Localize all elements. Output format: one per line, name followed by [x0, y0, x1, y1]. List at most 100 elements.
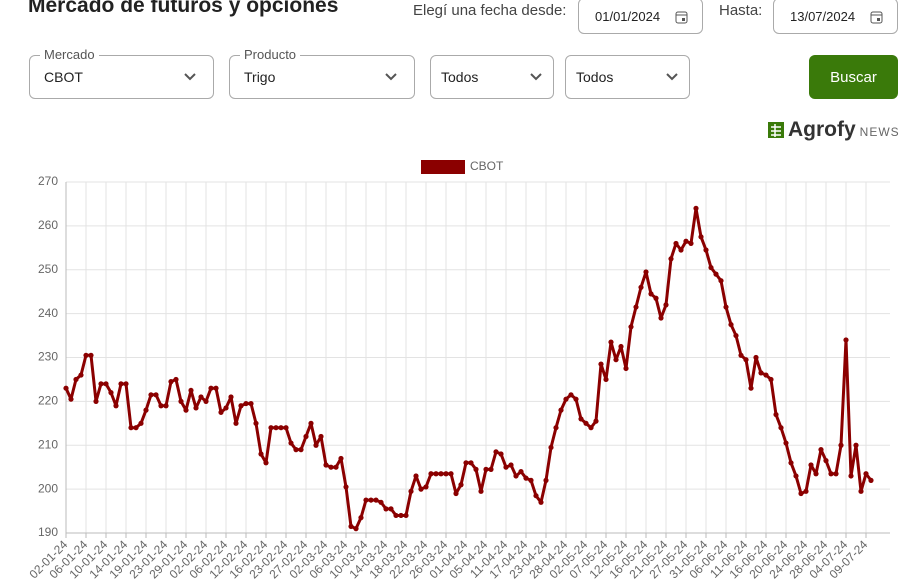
chevron	[666, 73, 678, 81]
y-tick-label: 210	[38, 437, 58, 451]
point	[558, 407, 564, 413]
point	[98, 381, 104, 387]
point	[658, 315, 664, 321]
select-value: CBOT	[44, 69, 83, 85]
point	[193, 405, 199, 411]
y-tick-label: 190	[38, 525, 58, 539]
point	[253, 420, 259, 426]
point	[583, 420, 589, 426]
point	[238, 403, 244, 409]
point	[123, 381, 129, 387]
point	[428, 471, 434, 477]
point	[183, 407, 189, 413]
point	[143, 407, 149, 413]
point	[653, 295, 659, 301]
search-button[interactable]: Buscar	[809, 55, 898, 99]
point	[273, 425, 279, 431]
point	[713, 271, 719, 277]
point	[698, 234, 704, 240]
point	[688, 240, 694, 247]
y-tick-label: 240	[38, 306, 58, 320]
select-label: Producto	[240, 47, 301, 62]
point	[663, 302, 669, 308]
point	[398, 512, 404, 519]
point	[248, 400, 254, 407]
date-from-input[interactable]: 01/01/2024	[578, 0, 703, 34]
point	[478, 488, 484, 494]
point	[413, 473, 419, 479]
point	[503, 464, 509, 470]
point	[363, 497, 369, 503]
point	[323, 462, 329, 468]
point	[543, 477, 549, 483]
point	[338, 455, 344, 462]
point	[703, 247, 709, 253]
point	[378, 499, 384, 505]
point	[283, 425, 289, 431]
point	[533, 493, 539, 499]
chevron	[530, 73, 542, 81]
point	[133, 425, 139, 431]
point	[773, 411, 779, 418]
point	[178, 398, 184, 404]
point	[763, 372, 769, 378]
point	[313, 442, 319, 448]
page-title: Mercado de futuros y opciones	[28, 0, 339, 17]
point	[838, 442, 844, 448]
series-line	[64, 206, 873, 531]
point	[808, 462, 814, 468]
y-tick-label: 270	[38, 174, 58, 188]
legend-label: CBOT	[470, 159, 504, 173]
product-select[interactable]: Producto Trigo	[229, 47, 415, 99]
point	[68, 396, 74, 402]
point	[603, 376, 609, 383]
point	[493, 449, 499, 455]
date-to-input[interactable]: 13/07/2024	[773, 0, 898, 34]
point	[793, 473, 799, 479]
point	[683, 238, 689, 244]
logo-brand: Agrofy	[788, 118, 856, 141]
point	[328, 464, 334, 470]
point	[508, 462, 514, 468]
logo-icon	[768, 122, 784, 138]
point	[148, 392, 154, 398]
point	[823, 458, 829, 464]
point	[153, 392, 159, 398]
point	[343, 484, 349, 490]
point	[803, 488, 809, 494]
point	[833, 471, 839, 477]
point	[333, 464, 339, 470]
point	[233, 420, 239, 426]
point	[228, 394, 234, 400]
point	[268, 425, 274, 431]
position-select[interactable]: Todos	[430, 55, 554, 99]
legend-swatch	[421, 160, 465, 174]
point	[728, 321, 734, 328]
point	[423, 484, 429, 490]
select-value: Trigo	[244, 69, 276, 85]
calendar-icon	[870, 11, 883, 24]
point	[848, 473, 854, 479]
point	[668, 256, 674, 262]
point	[208, 385, 214, 391]
point	[638, 284, 644, 290]
market-select[interactable]: Mercado CBOT	[29, 47, 214, 99]
point	[673, 240, 679, 247]
point	[218, 409, 224, 415]
point	[518, 468, 524, 475]
date-from-value: 01/01/2024	[595, 8, 661, 24]
type-select[interactable]: Todos	[565, 55, 690, 99]
point	[678, 247, 684, 253]
point	[783, 440, 789, 446]
point	[353, 526, 359, 532]
logo-sub: NEWS	[859, 125, 900, 139]
point	[748, 385, 754, 391]
y-tick-label: 230	[38, 350, 58, 364]
point	[573, 396, 579, 402]
point	[858, 488, 864, 494]
point	[88, 352, 94, 358]
point	[448, 471, 454, 477]
point	[488, 466, 494, 472]
point	[733, 332, 739, 339]
y-tick-label: 250	[38, 262, 58, 276]
